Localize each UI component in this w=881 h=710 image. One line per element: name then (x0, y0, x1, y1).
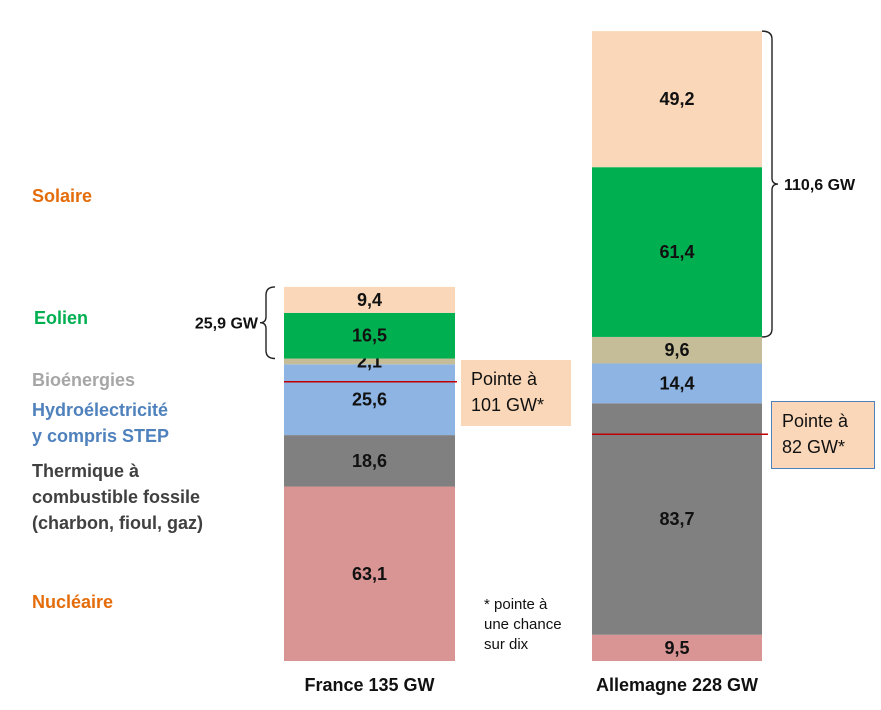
bar-allemagne-hydroelectricite (592, 363, 762, 404)
value-label-france-solaire: 9,4 (357, 290, 382, 310)
category-label-france: France 135 GW (304, 675, 434, 695)
category-label-allemagne: Allemagne 228 GW (596, 675, 758, 695)
value-label-allemagne-hydroelectricite: 14,4 (659, 373, 694, 393)
bar-france-thermique (284, 435, 455, 487)
legend-bioenergies: Bioénergies (32, 370, 136, 390)
bar-france-bioenergies (284, 358, 455, 365)
brace-france (259, 286, 276, 360)
legend-nucleaire: Nucléaire (32, 592, 114, 612)
bar-france-eolien (284, 312, 455, 359)
bar-france-solaire (284, 286, 455, 313)
value-label-allemagne-bioenergies: 9,6 (664, 340, 689, 360)
value-label-france-hydroelectricite: 25,6 (352, 390, 387, 410)
peak-callout-allemagne: Pointe à 82 GW* (771, 401, 875, 469)
legend-hydroelectricite: Hydroélectricité y compris STEP (32, 400, 170, 446)
bar-allemagne-eolien (592, 167, 762, 337)
value-label-allemagne-eolien: 61,4 (659, 242, 694, 262)
bar-allemagne-bioenergies (592, 336, 762, 364)
bar-france-hydroelectricite (284, 364, 455, 436)
value-label-allemagne-solaire: 49,2 (659, 89, 694, 109)
bar-allemagne-nucleaire (592, 634, 762, 661)
value-label-france-eolien: 16,5 (352, 326, 387, 346)
bar-allemagne-solaire (592, 31, 762, 168)
bar-france-nucleaire (284, 486, 455, 661)
legend-thermique: Thermique à combustible fossile (charbon… (32, 461, 203, 533)
value-label-allemagne-thermique: 83,7 (659, 509, 694, 529)
legend-solaire: Solaire (32, 186, 93, 206)
brace-label-france: 25,9 GW (195, 316, 259, 333)
brace-allemagne (761, 30, 779, 338)
bar-allemagne-thermique (592, 403, 762, 635)
value-label-france-nucleaire: 63,1 (352, 564, 387, 584)
value-label-france-thermique: 18,6 (352, 451, 387, 471)
value-label-allemagne-nucleaire: 9,5 (664, 638, 689, 658)
footnote: * pointe à une chance sur dix (484, 596, 562, 653)
peak-callout-france: Pointe à 101 GW* (461, 360, 571, 426)
brace-label-allemagne: 110,6 GW (784, 177, 856, 194)
legend-eolien: Eolien (34, 308, 89, 328)
